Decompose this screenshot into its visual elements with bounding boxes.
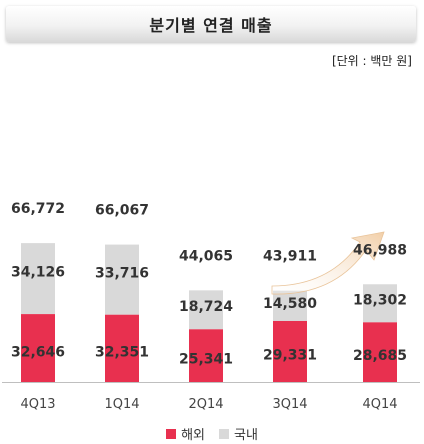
x-axis-line bbox=[2, 382, 420, 383]
bar-overseas-4Q13 bbox=[21, 314, 55, 382]
legend-item-overseas: 해외 bbox=[166, 424, 205, 443]
overseas-label-4Q14: 28,685 bbox=[353, 348, 407, 364]
bar-overseas-3Q14 bbox=[273, 320, 307, 382]
x-tick-2Q14: 2Q14 bbox=[188, 397, 223, 412]
legend-swatch-overseas bbox=[166, 428, 177, 439]
domestic-label-3Q14: 14,580 bbox=[263, 296, 317, 312]
x-tick-3Q14: 3Q14 bbox=[272, 397, 307, 412]
bar-domestic-4Q14 bbox=[363, 284, 397, 323]
chart-title-box: 분기별 연결 매출 bbox=[6, 6, 416, 42]
legend-label-overseas: 해외 bbox=[181, 428, 205, 443]
bar-domestic-2Q14 bbox=[189, 290, 223, 330]
unit-label: [단위 : 백만 원] bbox=[331, 54, 412, 68]
bar-domestic-3Q14 bbox=[273, 290, 307, 321]
legend-swatch-domestic bbox=[219, 428, 229, 439]
bar-overseas-2Q14 bbox=[189, 329, 223, 382]
total-label-4Q13: 66,772 bbox=[11, 201, 65, 217]
total-label-2Q14: 44,065 bbox=[179, 248, 233, 264]
total-label-4Q14: 46,988 bbox=[353, 242, 407, 258]
x-tick-1Q14: 1Q14 bbox=[104, 397, 139, 412]
domestic-label-2Q14: 18,724 bbox=[179, 299, 233, 315]
overseas-label-1Q14: 32,351 bbox=[95, 345, 149, 361]
bar-domestic-1Q14 bbox=[105, 244, 139, 315]
domestic-label-1Q14: 33,716 bbox=[95, 266, 149, 282]
bar-overseas-1Q14 bbox=[105, 314, 139, 382]
x-tick-4Q14: 4Q14 bbox=[362, 397, 397, 412]
overseas-label-2Q14: 25,341 bbox=[179, 351, 233, 367]
overseas-label-4Q13: 32,646 bbox=[11, 344, 65, 360]
domestic-label-4Q13: 34,126 bbox=[11, 265, 65, 281]
total-label-3Q14: 43,911 bbox=[263, 249, 317, 265]
overseas-label-3Q14: 29,331 bbox=[263, 348, 317, 364]
legend-item-domestic: 국내 bbox=[219, 424, 258, 443]
x-tick-4Q13: 4Q13 bbox=[20, 397, 55, 412]
total-label-1Q14: 66,067 bbox=[95, 203, 149, 219]
bar-overseas-4Q14 bbox=[363, 322, 397, 382]
domestic-label-4Q14: 18,302 bbox=[353, 292, 407, 308]
chart-title: 분기별 연결 매출 bbox=[149, 16, 273, 35]
legend: 해외 국내 bbox=[0, 424, 424, 443]
growth-arrow bbox=[271, 231, 385, 295]
bar-domestic-4Q13 bbox=[21, 243, 55, 315]
legend-label-domestic: 국내 bbox=[234, 428, 258, 443]
